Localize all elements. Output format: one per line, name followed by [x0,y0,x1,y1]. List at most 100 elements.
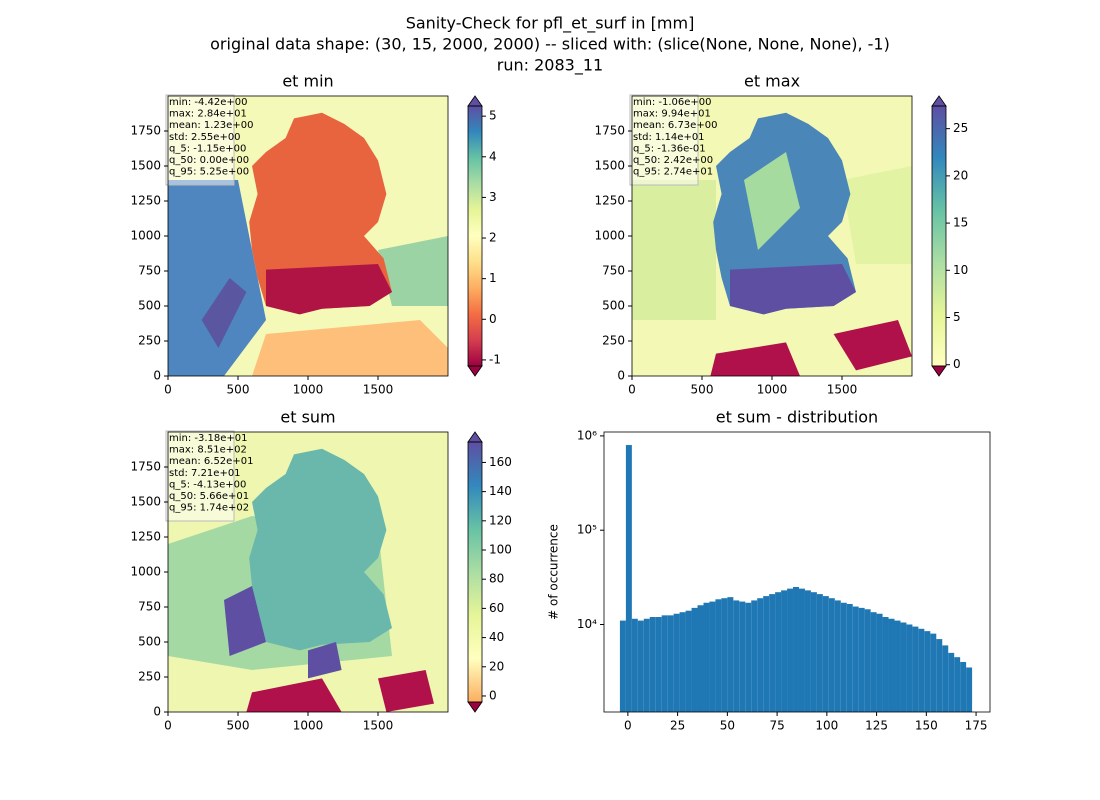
map-region [168,180,266,376]
map-region [249,448,392,651]
map-region [308,642,342,679]
y-tick-label: 1000 [594,229,625,243]
map-region [842,166,912,264]
colorbar-tick-label: 2 [489,231,497,245]
y-tick-label: 500 [138,635,161,649]
y-tick-label: 0 [153,369,161,383]
bar [906,624,913,712]
stats-text: min: -3.18e+01 [169,433,248,444]
bar [709,601,716,712]
bar [900,622,907,712]
x-tick-label: 75 [769,719,784,733]
x-tick-label: 0 [164,719,172,733]
map-region [710,342,800,376]
bar [912,626,919,712]
colorbar-tick-label: 5 [953,310,961,324]
colorbar-tick-label: 0 [489,688,497,702]
y-tick-label: 1500 [130,495,161,509]
colorbar-frame [467,441,483,703]
colorbar-tick-label: 100 [489,543,512,557]
y-tick-label: 1250 [130,194,161,208]
bar [619,620,626,712]
map-image [168,432,448,712]
bar [846,603,853,712]
bar [798,588,805,712]
colorbar-tick-label: 80 [489,572,504,586]
y-tick-label: 500 [602,299,625,313]
bar [882,617,889,712]
bar [936,639,943,712]
y-tick-label: 0 [617,369,625,383]
axes-frame [603,431,991,713]
colorbar [468,106,482,366]
y-tick-label: 10⁶ [577,428,597,442]
bar [739,601,746,712]
map-region [744,152,800,250]
x-tick-label: 0 [624,719,632,733]
y-axis-label: # of occurrence [547,524,561,620]
bar [840,602,847,712]
axes-title: et min [282,72,333,91]
y-tick-label: 1000 [130,229,161,243]
bar [727,597,734,712]
map-region [730,264,856,315]
colorbar-tick-label: 20 [489,659,504,673]
map-region [224,586,266,656]
colorbar-tick-label: 15 [953,216,968,230]
stats-text: q_50: 0.00e+00 [169,155,249,166]
x-tick-label: 1000 [293,719,324,733]
stats-box [165,94,235,186]
y-tick-label: 1750 [594,124,625,138]
x-tick-label: 500 [227,383,250,397]
bar [715,599,722,712]
bar [966,667,973,712]
stats-text: q_5: -1.15e+00 [169,143,246,154]
stats-text: q_95: 5.25e+00 [169,167,249,178]
colorbar [468,442,482,702]
colorbar-tick-label: -1 [489,352,501,366]
stats-text: std: 1.14e+01 [633,132,705,143]
map-region [378,670,434,712]
stats-text: q_95: 1.74e+02 [169,503,249,514]
bar [888,618,895,712]
bar [691,607,698,712]
bar [834,600,841,712]
colorbar-frame [931,105,947,367]
suptitle: run: 2083_11 [497,56,603,76]
map-region [201,278,247,348]
bar [787,588,794,712]
bar [894,620,901,712]
colorbar-tick-label: 4 [489,149,497,163]
suptitle: original data shape: (30, 15, 2000, 2000… [210,35,890,54]
colorbar [932,106,946,366]
colorbar-tick-label: 140 [489,484,512,498]
map-region [246,678,342,712]
colorbar-tick-label: 0 [953,357,961,371]
stats-text: min: -4.42e+00 [169,97,248,108]
bar [864,609,871,712]
stats-box [629,94,699,186]
map-region [632,180,716,320]
y-tick-label: 10⁵ [577,523,597,537]
bar [954,657,961,712]
y-tick-label: 1500 [130,159,161,173]
colorbar-tick-label: 120 [489,513,512,527]
colorbar-tick-label: 60 [489,601,504,615]
bar [852,606,859,712]
colorbar-tick-label: 1 [489,271,497,285]
bar [930,633,937,712]
bar [703,602,710,712]
bar [667,615,674,712]
colorbar-tick-label: 40 [489,630,504,644]
bar [745,602,752,712]
bar [816,594,823,712]
map-region [378,236,448,306]
colorbar-tick-label: 0 [489,312,497,326]
stats-text: max: 9.94e+01 [633,109,711,120]
stats-text: min: -1.06e+00 [633,97,712,108]
y-tick-label: 1250 [130,530,161,544]
bar [625,445,632,712]
bar [751,600,758,712]
colorbar-tick-label: 3 [489,190,497,204]
y-tick-label: 250 [602,334,625,348]
